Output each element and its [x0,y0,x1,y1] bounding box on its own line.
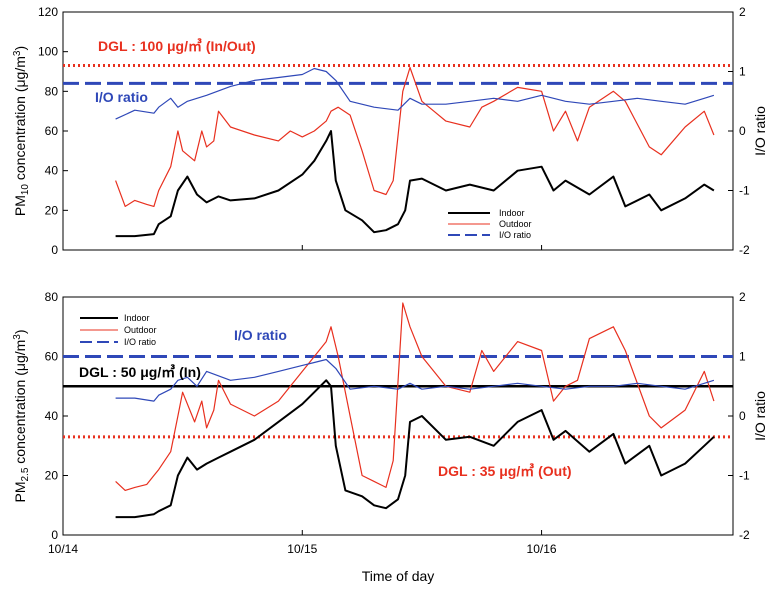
bottom-ytick-right-label: -2 [739,528,750,542]
bottom-legend: Indoor Outdoor I/O ratio [80,313,157,347]
x-axis: 10/14 10/15 10/16 [48,542,557,556]
top-ytick-right-label: 0 [739,124,746,138]
top-series-outdoor [115,66,715,207]
top-legend-outdoor-label: Outdoor [499,219,532,229]
bottom-ytick-right-label: 1 [739,350,746,364]
bottom-ytick-left-label: 20 [45,469,59,483]
top-annotation-io: I/O ratio [95,89,148,105]
bottom-legend-outdoor-label: Outdoor [124,325,157,335]
top-series-indoor [115,130,715,238]
bottom-ytick-left-label: 0 [51,528,58,542]
bottom-panel: 0 20 40 60 80 -2 -1 0 1 2 I/O ratio DGL : 50 μg/㎥… [12,290,768,542]
top-reference-lines [63,64,733,85]
top-ytick-left-label: 60 [45,124,59,138]
top-annotation-dgl: DGL : 100 μg/㎥ (In/Out) [98,38,256,54]
top-panel: 0 20 40 60 80 100 120 -2 -1 0 1 2 DGL : 100 μg/㎥ (I… [12,5,768,257]
top-series-i-o-ratio [115,67,715,120]
top-ytick-left-label: 120 [38,5,58,19]
top-ytick-left-label: 100 [38,45,58,59]
bottom-ytick-right-label: 2 [739,290,746,304]
bottom-ytick-right-label: -1 [739,469,750,483]
top-ytick-right-label: -1 [739,184,750,198]
bottom-ylabel-left: PM2.5 concentration (μg/m3) [12,329,31,502]
top-ytick-right-label: -2 [739,243,750,257]
bottom-annotation-io: I/O ratio [234,327,287,343]
bottom-series-outdoor [115,302,715,491]
top-ytick-left-label: 0 [51,243,58,257]
top-ytick-right-label: 1 [739,65,746,79]
bottom-series-i-o-ratio [115,358,715,402]
bottom-legend-io-label: I/O ratio [124,337,156,347]
top-series-group [115,66,715,238]
bottom-ytick-left-label: 40 [45,409,59,423]
top-ytick-left-label: 40 [45,164,59,178]
top-legend-io-label: I/O ratio [499,230,531,240]
bottom-series-group [115,302,715,519]
bottom-ytick-left-label: 80 [45,290,59,304]
bottom-legend-indoor-label: Indoor [124,313,150,323]
top-ytick-left-label: 80 [45,84,59,98]
top-ticks: 0 20 40 60 80 100 120 -2 -1 0 1 2 [38,5,750,257]
top-ytick-right-label: 2 [739,5,746,19]
bottom-ytick-right-label: 0 [739,409,746,423]
bottom-ylabel-right: I/O ratio [752,391,768,441]
bottom-series-indoor [115,379,715,519]
top-ylabel-left: PM10 concentration (μg/m3) [12,46,31,216]
x-tick-label: 10/15 [287,542,317,556]
top-ytick-left-label: 20 [45,203,59,217]
x-tick-label: 10/14 [48,542,78,556]
bottom-ticks: 0 20 40 60 80 -2 -1 0 1 2 [45,290,750,542]
bottom-ytick-left-label: 60 [45,350,59,364]
x-tick-label: 10/16 [527,542,557,556]
top-legend-indoor-label: Indoor [499,208,525,218]
top-ylabel-right: I/O ratio [752,106,768,156]
x-axis-title: Time of day [362,568,435,584]
top-legend: Indoor Outdoor I/O ratio [448,208,532,240]
bottom-annotation-dgl-out: DGL : 35 μg/㎥ (Out) [438,463,572,479]
bottom-annotation-dgl-in: DGL : 50 μg/㎥ (In) [79,364,201,380]
